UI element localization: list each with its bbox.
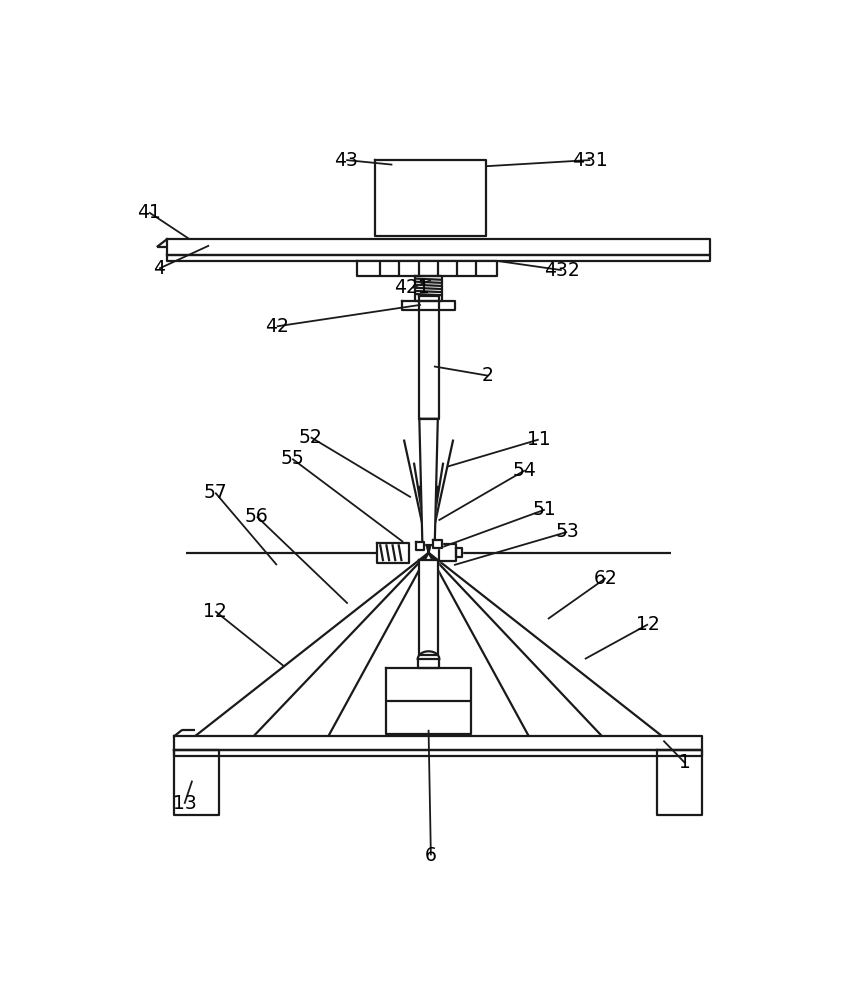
- Polygon shape: [386, 668, 471, 734]
- Text: 431: 431: [572, 151, 608, 170]
- Text: 12: 12: [636, 615, 660, 634]
- Polygon shape: [418, 659, 439, 668]
- Polygon shape: [174, 750, 702, 756]
- Text: 42: 42: [265, 317, 289, 336]
- Polygon shape: [439, 544, 457, 561]
- Polygon shape: [433, 540, 442, 548]
- Polygon shape: [377, 543, 410, 563]
- Text: 52: 52: [299, 428, 322, 447]
- Polygon shape: [419, 296, 439, 419]
- Text: 57: 57: [203, 483, 227, 502]
- Text: 432: 432: [544, 261, 580, 280]
- Polygon shape: [419, 419, 438, 545]
- Text: 12: 12: [203, 602, 227, 621]
- Text: 56: 56: [245, 507, 268, 526]
- Text: 54: 54: [513, 461, 537, 480]
- Text: 43: 43: [334, 151, 358, 170]
- Text: 13: 13: [173, 794, 197, 813]
- Polygon shape: [357, 261, 497, 276]
- Text: 55: 55: [280, 449, 304, 468]
- Text: 11: 11: [527, 430, 551, 449]
- Polygon shape: [419, 560, 438, 655]
- Text: 2: 2: [482, 366, 494, 385]
- Polygon shape: [415, 276, 442, 301]
- Text: 53: 53: [555, 522, 579, 541]
- Polygon shape: [167, 239, 710, 255]
- Polygon shape: [416, 542, 424, 550]
- Polygon shape: [403, 301, 455, 310]
- Text: 62: 62: [593, 569, 617, 588]
- Polygon shape: [657, 750, 702, 815]
- Polygon shape: [174, 750, 219, 815]
- Text: 1: 1: [679, 753, 691, 772]
- Text: 6: 6: [425, 846, 437, 865]
- Polygon shape: [174, 736, 702, 750]
- Polygon shape: [457, 548, 463, 557]
- Polygon shape: [167, 255, 710, 261]
- Text: 421: 421: [394, 278, 430, 297]
- Text: 4: 4: [153, 259, 165, 278]
- Text: 41: 41: [137, 203, 161, 222]
- Polygon shape: [374, 160, 486, 235]
- Text: 51: 51: [533, 500, 557, 519]
